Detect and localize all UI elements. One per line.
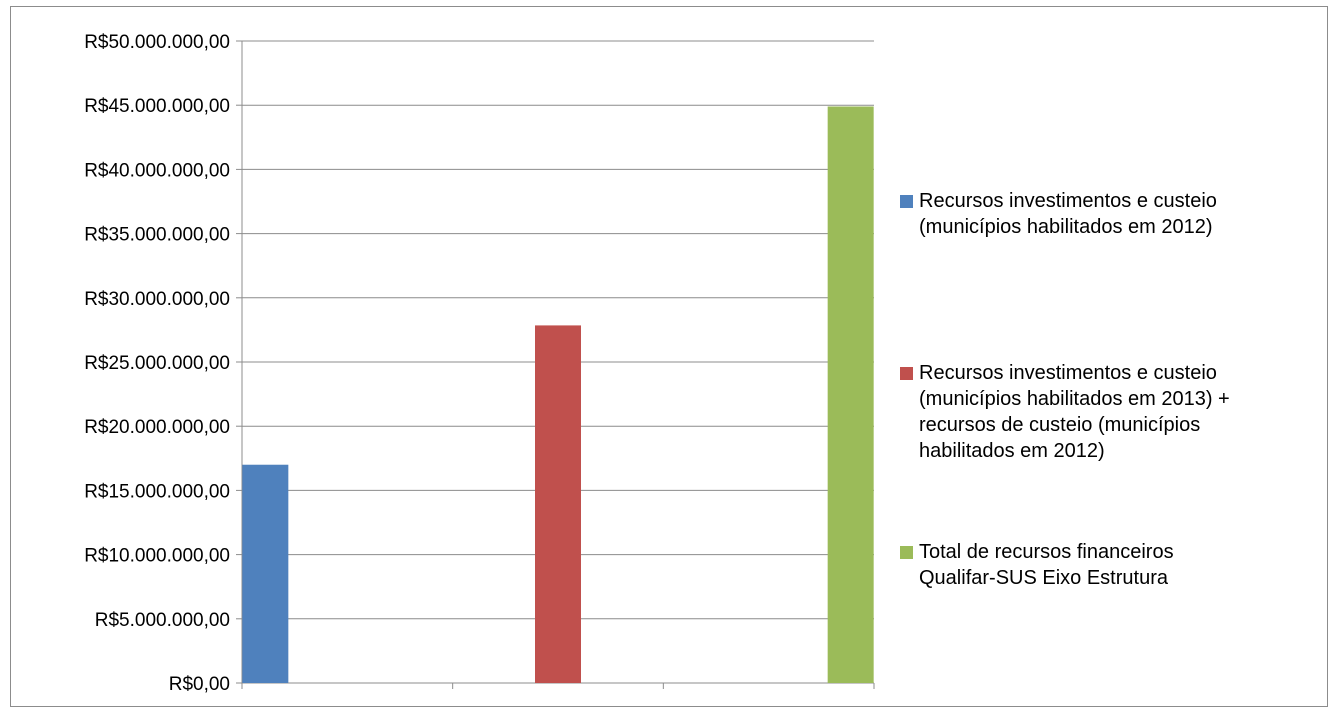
y-tick-label: R$25.000.000,00 <box>84 353 230 374</box>
y-tick-label: R$35.000.000,00 <box>84 225 230 246</box>
bars <box>242 106 874 683</box>
y-tick-label: R$45.000.000,00 <box>84 96 230 117</box>
y-tick-label: R$10.000.000,00 <box>84 546 230 567</box>
legend-swatch-blue <box>900 195 913 208</box>
legend-label-2012: Recursos investimentos e custeio (municí… <box>919 190 1217 238</box>
y-tick-label: R$50.000.000,00 <box>84 32 230 53</box>
y-tick-label: R$30.000.000,00 <box>84 289 230 310</box>
legend-label-2013: Recursos investimentos e custeio (municí… <box>919 362 1230 462</box>
bar-2 <box>535 325 581 683</box>
chart-frame <box>10 6 1328 707</box>
y-tick-label: R$0,00 <box>169 674 230 695</box>
y-tick-label: R$40.000.000,00 <box>84 160 230 181</box>
legend-swatch-red <box>900 367 913 380</box>
bar-1 <box>242 464 289 683</box>
legend-item-2013: Recursos investimentos e custeio (municí… <box>900 360 1230 464</box>
y-tick-label: R$5.000.000,00 <box>95 610 230 631</box>
y-tick-label: R$15.000.000,00 <box>84 481 230 502</box>
legend-label-total: Total de recursos financeiros Qualifar-S… <box>919 541 1174 589</box>
y-tick-label: R$20.000.000,00 <box>84 417 230 438</box>
legend: Recursos investimentos e custeio (municí… <box>900 0 1320 711</box>
legend-item-total: Total de recursos financeiros Qualifar-S… <box>900 539 1174 591</box>
legend-item-2012: Recursos investimentos e custeio (municí… <box>900 188 1217 240</box>
y-tick-labels: R$0,00 R$5.000.000,00 R$10.000.000,00 R$15.… <box>84 32 230 695</box>
bar-3 <box>827 106 874 683</box>
legend-swatch-green <box>900 546 913 559</box>
